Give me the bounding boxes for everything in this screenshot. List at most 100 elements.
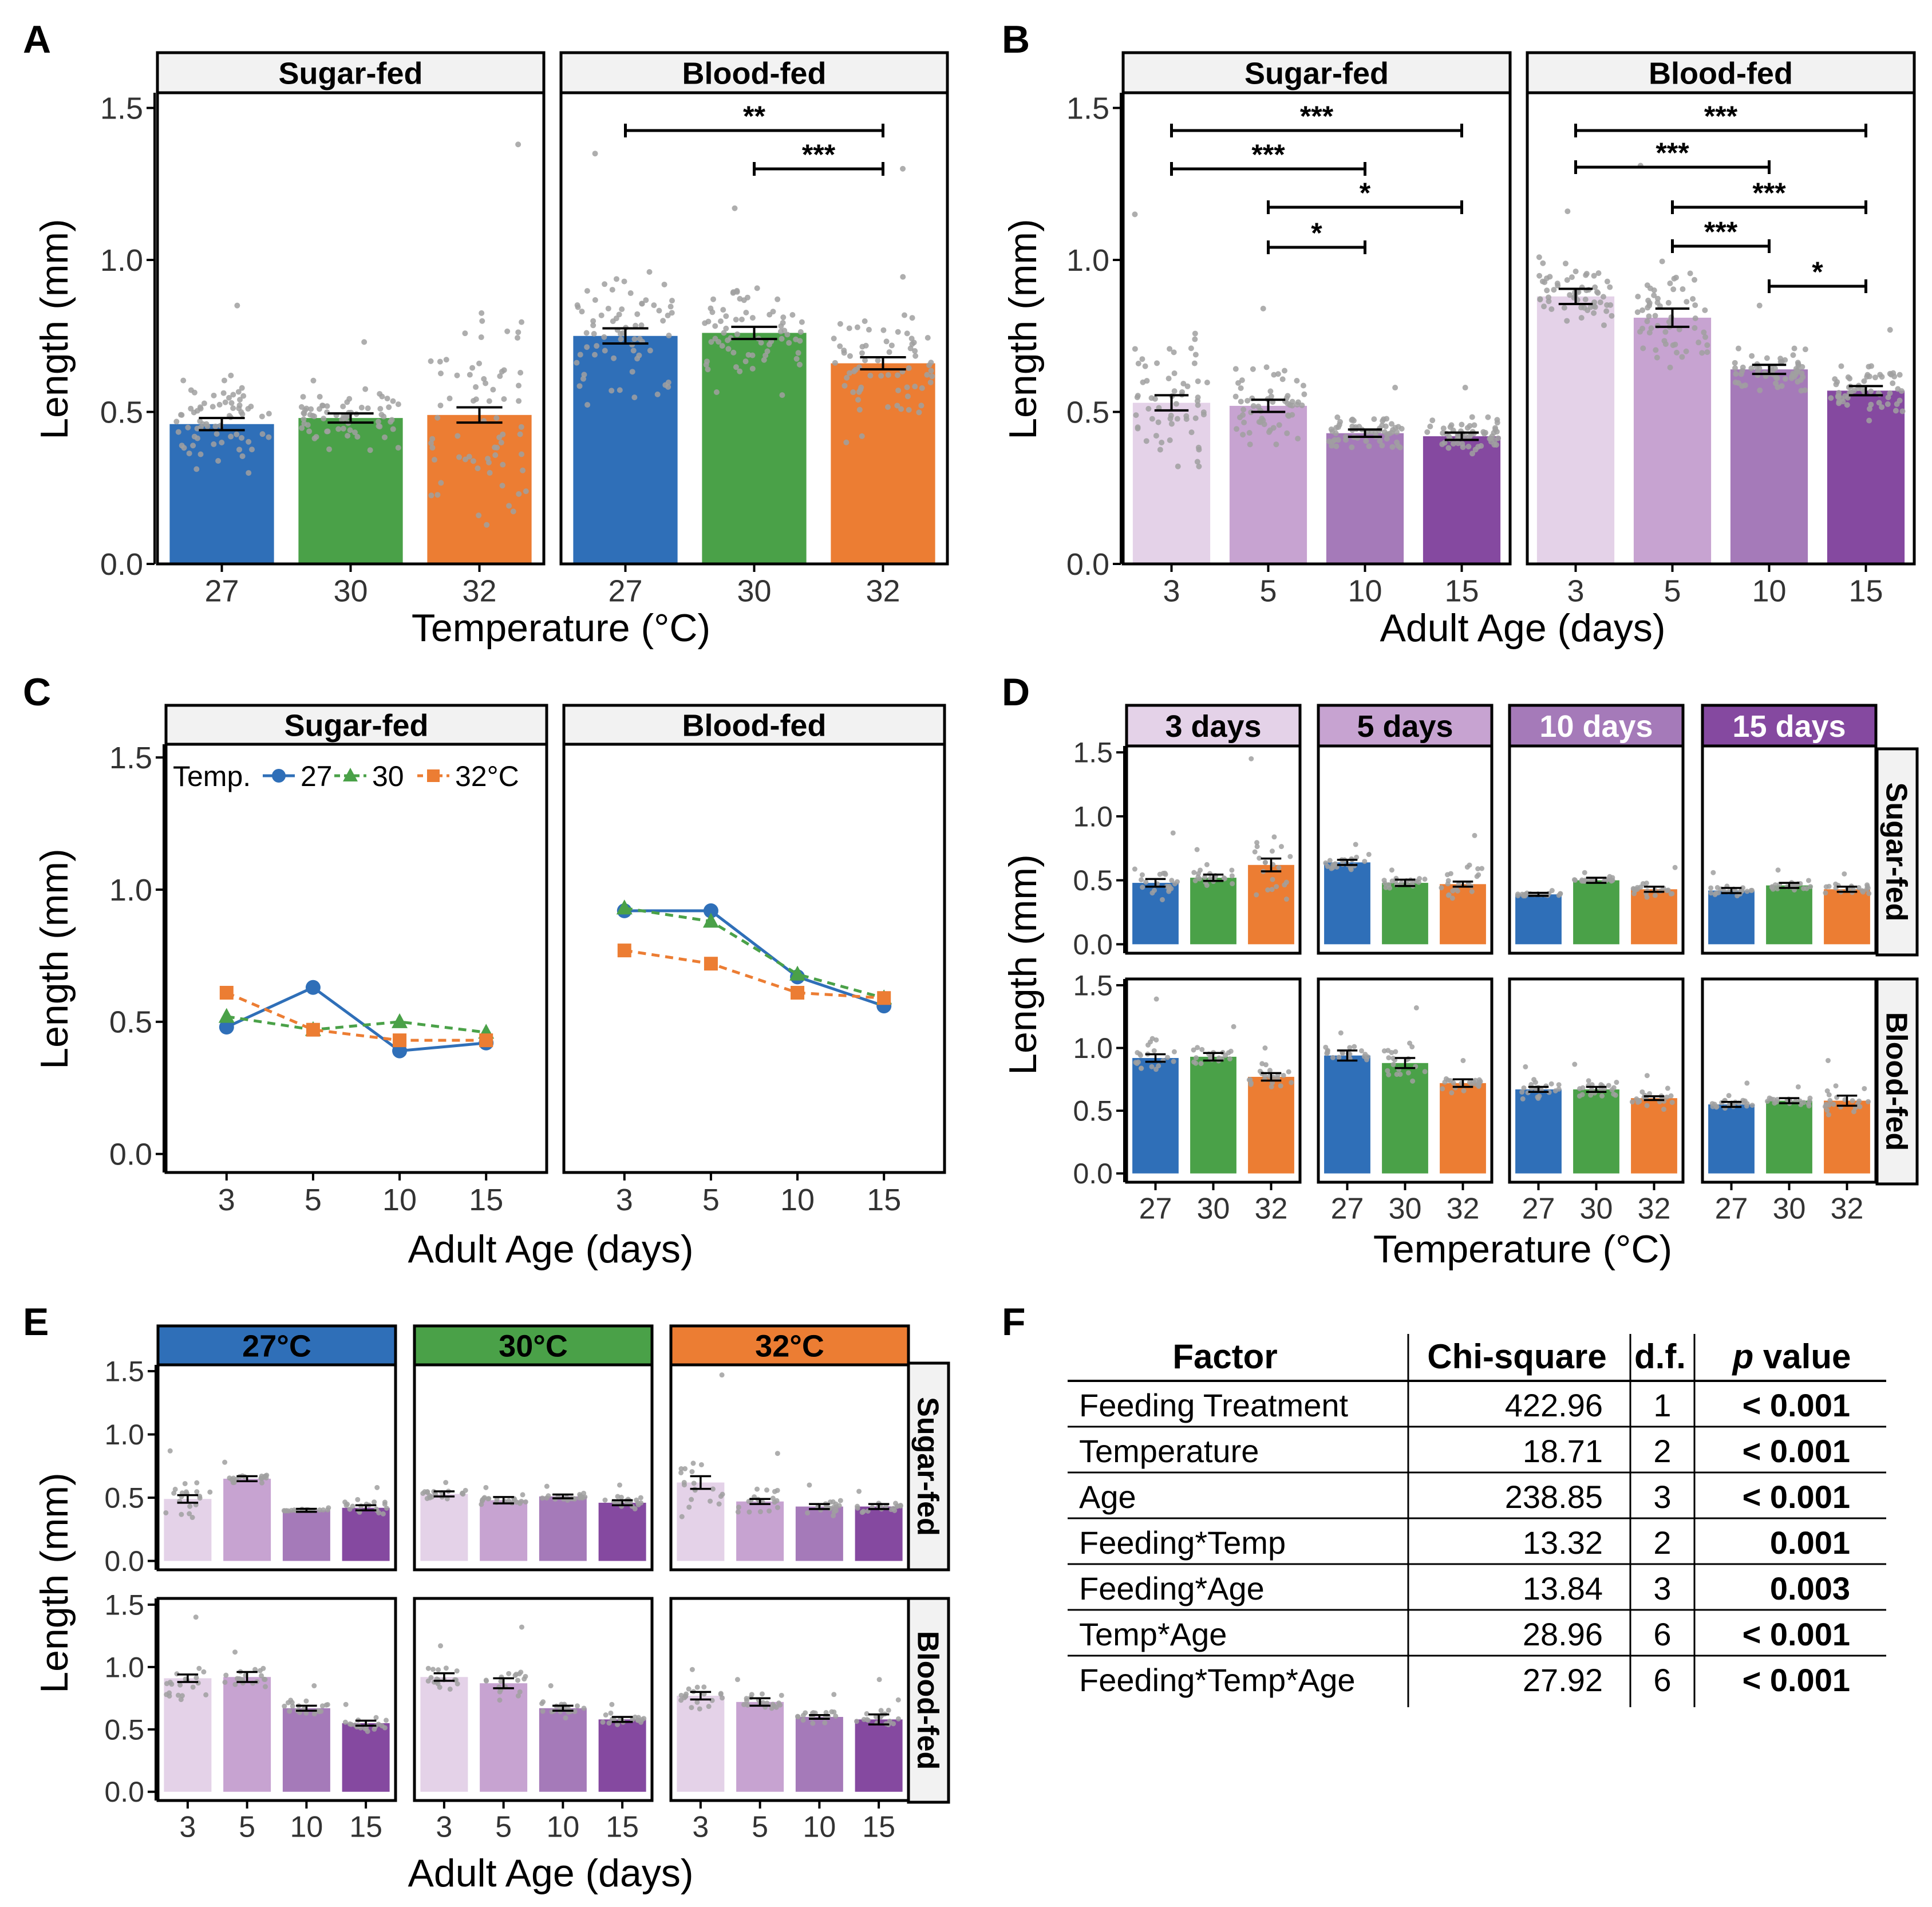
jitter-point [1835,393,1841,399]
jitter-point [1893,408,1899,414]
jitter-point [355,1497,361,1502]
jitter-point [716,1501,722,1507]
jitter-point [1591,299,1598,305]
jitter-point [1604,278,1610,285]
table-cell-df: 2 [1653,1525,1671,1561]
jitter-point [1275,371,1281,377]
jitter-point [606,1720,612,1726]
bar [342,1507,390,1561]
table-cell-p: 0.003 [1770,1570,1850,1606]
jitter-point [1257,855,1262,861]
jitter-point [177,1682,183,1688]
jitter-point [1597,299,1603,306]
jitter-point [1748,365,1755,372]
jitter-point [618,1494,624,1500]
jitter-point [735,1509,741,1515]
jitter-point [234,1676,240,1681]
table-cell-p: < 0.001 [1743,1479,1850,1515]
jitter-point [1381,429,1388,435]
jitter-point [1278,1083,1283,1089]
jitter-point [1194,847,1200,852]
jitter-point [1546,294,1552,301]
jitter-point [234,302,240,309]
jitter-point [1386,882,1392,887]
jitter-point [904,384,910,390]
jitter-point [705,318,712,325]
jitter-point [1384,416,1390,422]
panel-border [1317,744,1494,955]
jitter-point [1171,1049,1177,1055]
jitter-point [665,313,671,319]
jitter-point [895,387,902,393]
jitter-point [1475,866,1481,871]
jitter-point [811,1710,816,1716]
jitter-point [1735,345,1741,352]
facet-strip-label: Sugar-fed [1244,56,1389,90]
jitter-point [443,1480,449,1486]
jitter-point [1139,877,1144,883]
jitter-point [1281,1072,1286,1078]
jitter-point [484,1678,489,1684]
jitter-point [1588,1092,1594,1098]
x-tick-label: 27 [1139,1192,1172,1225]
jitter-point [1775,886,1780,891]
jitter-point [1227,1056,1232,1062]
jitter-point [617,387,623,393]
jitter-point [1188,429,1195,436]
jitter-point [916,409,922,416]
point-32 [704,957,718,971]
jitter-point [240,393,247,399]
jitter-point [863,342,869,349]
jitter-point [345,433,351,439]
jitter-point [499,483,505,489]
jitter-point [1154,360,1160,366]
jitter-point [690,1460,696,1466]
series-line [624,906,884,1000]
jitter-point [1394,439,1400,445]
jitter-point [232,1681,238,1687]
table-cell-chi: 238.85 [1505,1479,1603,1515]
jitter-point [633,322,639,329]
jitter-point [1471,422,1477,428]
jitter-point [574,302,580,308]
jitter-point [1653,347,1659,353]
jitter-point [1250,366,1256,372]
jitter-point [749,315,756,321]
jitter-point [500,431,506,437]
jitter-point [1135,1050,1140,1056]
jitter-point [847,353,853,359]
jitter-point [469,365,476,371]
jitter-point [1899,408,1906,414]
jitter-point [434,492,441,498]
jitter-point [1836,400,1842,406]
bar [1440,1083,1486,1174]
jitter-point [1333,443,1340,449]
bar [1248,1076,1294,1174]
jitter-point [259,413,265,420]
jitter-point [737,368,743,374]
jitter-point [602,348,608,354]
panel-letter: D [1002,670,1030,714]
table-cell-p: < 0.001 [1743,1387,1850,1423]
jitter-point [1805,878,1811,883]
jitter-point [1795,361,1801,368]
jitter-point [259,1673,264,1679]
jitter-point [1139,872,1145,878]
jitter-point [1795,366,1801,373]
jitter-point [291,1507,297,1513]
jitter-point [797,338,803,344]
jitter-point [1738,371,1744,377]
significance-label: * [1812,256,1823,288]
jitter-point [490,386,496,393]
jitter-point [321,416,327,422]
series-line [226,985,487,1053]
jitter-point [201,400,207,406]
jitter-point [485,456,491,462]
jitter-point [1145,406,1152,412]
jitter-point [1407,1040,1413,1046]
facet-strip-label: Blood-fed [682,708,827,743]
x-tick-label: 30 [333,574,368,608]
jitter-point [581,1705,587,1711]
jitter-point [460,1491,466,1497]
jitter-point [1199,1047,1205,1052]
